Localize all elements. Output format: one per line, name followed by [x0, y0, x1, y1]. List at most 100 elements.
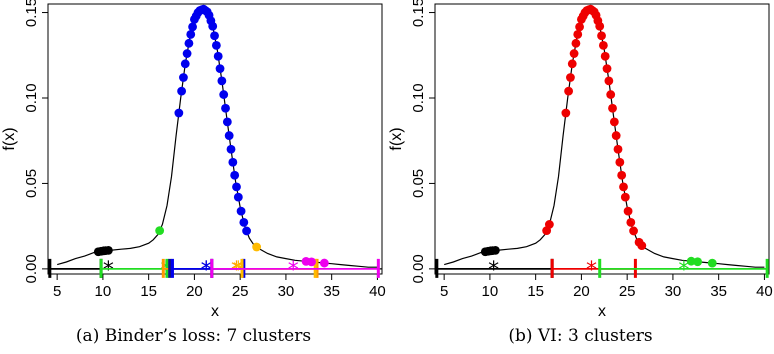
data-point: [180, 59, 190, 69]
x-tick-label: 40: [756, 283, 773, 300]
cluster-3: *: [598, 258, 769, 283]
y-tick-label: 0.05: [410, 169, 427, 198]
data-point: [219, 90, 229, 99]
data-point: [626, 217, 636, 227]
data-point: [186, 30, 196, 39]
caption-binder-loss: (a) Binder’s loss: 7 clusters: [75, 326, 312, 346]
x-tick-label: 35: [323, 283, 340, 300]
data-point: [686, 256, 696, 266]
data-point: [637, 241, 647, 251]
y-tick-label: 0.05: [23, 169, 40, 198]
data-point: [619, 182, 628, 192]
data-point: [606, 90, 616, 99]
data-point: [103, 245, 113, 255]
y-tick-label: 0.10: [23, 83, 40, 112]
data-point: [236, 206, 246, 216]
cluster-center-star: *: [233, 258, 244, 283]
x-tick-label: 20: [186, 283, 203, 300]
data-point: [575, 22, 584, 32]
data-point: [226, 144, 236, 154]
data-point: [693, 257, 703, 267]
cluster-2: *: [550, 258, 637, 283]
chart-vi: 5 10 15 20 25 30 35 40 0.00 0.05 0.10 0.15 x f(x) * * *: [388, 0, 773, 320]
x-tick-label: 35: [710, 283, 727, 300]
data-point: [615, 157, 625, 167]
data-point: [239, 217, 249, 227]
data-point: [597, 31, 606, 41]
plot-frame: [47, 3, 383, 275]
y-axis-label: f(x): [388, 127, 405, 150]
x-tick-label: 25: [232, 283, 249, 300]
data-point: [490, 245, 500, 255]
data-point: [566, 73, 575, 82]
cluster-center-star: *: [586, 258, 597, 283]
data-point: [211, 40, 221, 50]
x-axis-label: x: [598, 303, 606, 320]
data-point: [600, 51, 610, 61]
data-point: [230, 170, 240, 180]
x-tick-label: 40: [369, 283, 386, 300]
x-tick-label: 10: [482, 283, 499, 300]
data-point: [208, 21, 218, 31]
data-point: [611, 131, 621, 140]
data-point: [224, 131, 234, 140]
cluster-7: *: [210, 258, 380, 283]
data-point: [155, 226, 165, 235]
y-tick-label: 0.00: [23, 254, 40, 283]
data-point: [242, 226, 251, 236]
data-point: [620, 192, 630, 202]
data-point: [210, 31, 219, 41]
data-point: [567, 59, 577, 69]
cluster-center-star: *: [201, 258, 212, 283]
data-point: [188, 22, 197, 32]
data-point: [184, 38, 194, 48]
cluster-center-star: *: [161, 258, 172, 283]
data-point: [215, 64, 225, 73]
y-tick-label: 0.15: [410, 0, 427, 27]
data-point: [252, 242, 262, 252]
data-point: [221, 103, 230, 113]
y-tick-label: 0.10: [410, 83, 427, 112]
data-point: [623, 206, 633, 216]
data-point: [602, 64, 612, 73]
panel-vi: 5 10 15 20 25 30 35 40 0.00 0.05 0.10 0.15 x f(x) * * * …: [387, 0, 774, 354]
data-point: [222, 117, 232, 127]
data-point: [564, 86, 573, 96]
data-point: [617, 170, 627, 180]
data-point: [604, 76, 614, 86]
data-point: [573, 30, 583, 39]
data-point: [595, 21, 605, 31]
cluster-1: *: [48, 258, 114, 283]
data-point: [232, 182, 241, 192]
chart-binder-loss: 5 10 15 20 25 30 35 40 0.00 0.05 0.10 0.15 x f(x) * * * *…: [1, 0, 386, 320]
cluster-center-star: *: [103, 258, 114, 283]
x-tick-label: 25: [619, 283, 636, 300]
data-point: [182, 49, 192, 58]
x-tick-label: 20: [573, 283, 590, 300]
data-point: [561, 108, 571, 118]
data-point: [707, 258, 717, 268]
data-point: [629, 226, 638, 236]
y-tick-label: 0.15: [23, 0, 40, 27]
data-point: [177, 86, 187, 96]
data-point: [307, 257, 316, 267]
data-point: [228, 157, 238, 167]
x-axis-label: x: [211, 303, 219, 320]
data-point: [571, 38, 581, 48]
data-point: [608, 103, 617, 113]
plot-frame: [434, 3, 770, 275]
data-point: [233, 192, 243, 202]
x-tick-label: 5: [440, 283, 448, 300]
cluster-center-star: *: [201, 258, 212, 283]
cluster-center-star: *: [231, 258, 242, 283]
x-tick-label: 15: [527, 283, 544, 300]
data-point: [598, 40, 608, 50]
data-point: [217, 76, 227, 86]
x-tick-label: 15: [140, 283, 157, 300]
cluster-center-star: *: [288, 258, 299, 283]
data-point: [613, 144, 623, 154]
x-tick-label: 30: [278, 283, 295, 300]
x-tick-label: 30: [665, 283, 682, 300]
x-tick-label: 10: [95, 283, 112, 300]
